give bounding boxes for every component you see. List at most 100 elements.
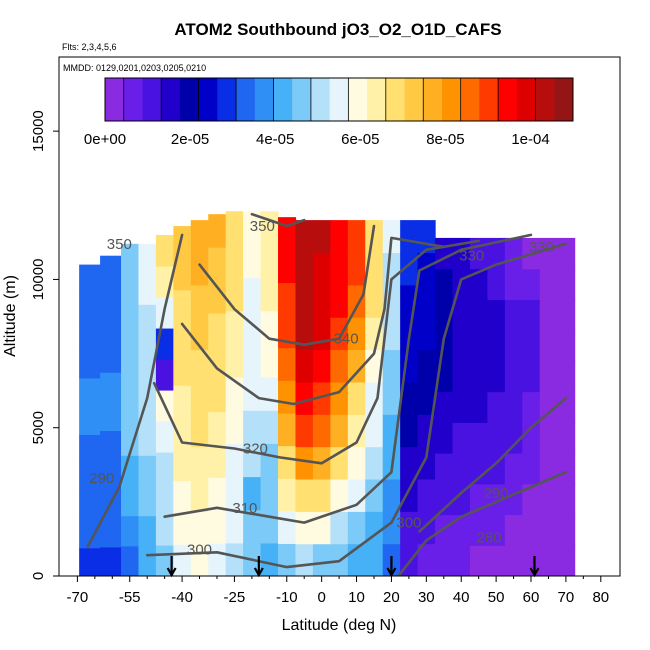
heatmap-cell: [100, 517, 122, 548]
heatmap-cell: [330, 381, 349, 415]
heatmap-cell: [452, 514, 471, 546]
heatmap-cell: [469, 545, 488, 576]
heatmap-cell: [155, 420, 174, 453]
heatmap-cell: [295, 349, 314, 383]
heatmap-cell: [417, 284, 436, 318]
heatmap-cell: [295, 478, 314, 512]
heatmap-cell: [330, 220, 349, 254]
heatmap-cell: [155, 234, 174, 267]
heatmap-cell: [243, 244, 262, 279]
heatmap-cell: [435, 422, 454, 454]
heatmap-cell: [173, 226, 192, 259]
heatmap-cell: [330, 284, 349, 318]
heatmap-cell: [522, 545, 541, 576]
heatmap-cell: [435, 514, 454, 546]
heatmap-cell: [539, 422, 558, 454]
heatmap-cell: [208, 477, 227, 511]
colorbar-swatch: [404, 78, 424, 121]
x-tick-label: 80: [592, 589, 609, 606]
heatmap-cell: [190, 284, 209, 318]
heatmap-cell: [504, 422, 523, 454]
heatmap-cell: [469, 514, 488, 546]
heatmap-cell: [347, 317, 366, 351]
heatmap-cell: [173, 480, 192, 513]
heatmap-cell: [469, 453, 488, 485]
colorbar-swatch: [441, 78, 462, 121]
heatmap-cell: [435, 330, 454, 362]
y-axis: 0 5000 10000 15000: [30, 110, 59, 580]
heatmap-cell: [138, 455, 157, 487]
heatmap-cell: [243, 343, 262, 378]
heatmap-cell: [225, 244, 244, 279]
heatmap-cell: [121, 394, 140, 426]
heatmap-cell: [312, 511, 331, 545]
colorbar-swatch: [498, 78, 518, 121]
heatmap-cell: [100, 343, 122, 373]
heatmap-cell: [557, 422, 576, 454]
x-tick-label: 50: [488, 589, 505, 606]
y-tick-label: 0: [30, 572, 47, 580]
heatmap-cell: [173, 512, 192, 545]
heatmap-cell: [295, 511, 314, 545]
heatmap-cell: [347, 284, 366, 318]
y-axis-label: Altitude (m): [2, 275, 19, 357]
heatmap-cell: [173, 385, 192, 418]
heatmap-cell: [435, 237, 454, 270]
contour-label: 290: [484, 485, 509, 502]
x-tick-label: 10: [348, 589, 365, 606]
heatmap-cell: [435, 453, 454, 485]
heatmap-cell: [208, 279, 227, 314]
colorbar-swatch: [142, 78, 162, 121]
heatmap-cell: [295, 317, 314, 351]
heatmap-cell: [312, 284, 331, 318]
heatmap-cell: [539, 483, 558, 516]
heatmap-cell: [504, 299, 523, 331]
heatmap-cell: [278, 347, 297, 381]
heatmap-cell: [487, 545, 506, 576]
contour-label: 330: [459, 248, 484, 265]
heatmap-cell: [100, 401, 122, 432]
heatmap-cell: [138, 515, 157, 547]
colorbar-swatch: [217, 78, 237, 121]
contour-label: 330: [529, 239, 554, 256]
heatmap-cell: [365, 543, 384, 576]
colorbar-swatch: [423, 78, 443, 121]
colorbar-swatch: [460, 78, 480, 121]
heatmap-cell: [365, 284, 384, 318]
heatmap-cell: [417, 478, 436, 512]
heatmap-cell: [138, 545, 157, 576]
heatmap-cell: [79, 377, 101, 407]
heatmap-cell: [100, 255, 122, 286]
heatmap-cell: [382, 349, 401, 383]
heatmap-cell: [417, 446, 436, 480]
heatmap-cell: [295, 543, 314, 576]
arrow-marker-head: [386, 567, 397, 578]
heatmap-cell: [121, 364, 140, 396]
colorbar-swatch: [198, 78, 218, 121]
heatmap-cell: [173, 416, 192, 450]
colorbar-swatch: [367, 78, 387, 121]
heatmap-cell: [260, 343, 279, 378]
heatmap-cell: [79, 491, 101, 520]
heatmap-cell: [504, 330, 523, 362]
heatmap-cell: [400, 414, 419, 448]
heatmap-cell: [121, 485, 140, 517]
heatmap-cell: [155, 451, 174, 484]
heatmap-cell: [79, 434, 101, 464]
heatmap-cell: [278, 412, 297, 447]
heatmap-cell: [347, 381, 366, 415]
colorbar: [104, 77, 574, 122]
heatmap-cell: [382, 511, 401, 545]
heatmap-cell: [260, 443, 279, 478]
heatmap-cell: [243, 509, 262, 544]
heatmap-cell: [487, 360, 506, 393]
colorbar-swatch: [535, 78, 555, 121]
heatmap-cell: [382, 220, 401, 254]
heatmap-cell: [522, 268, 541, 300]
heatmap-cell: [121, 274, 140, 305]
heatmap-cell: [330, 252, 349, 286]
heatmap-cell: [435, 483, 454, 516]
heatmap-cell: [312, 317, 331, 351]
heatmap-cell: [487, 237, 506, 270]
heatmap-cell: [121, 243, 140, 275]
